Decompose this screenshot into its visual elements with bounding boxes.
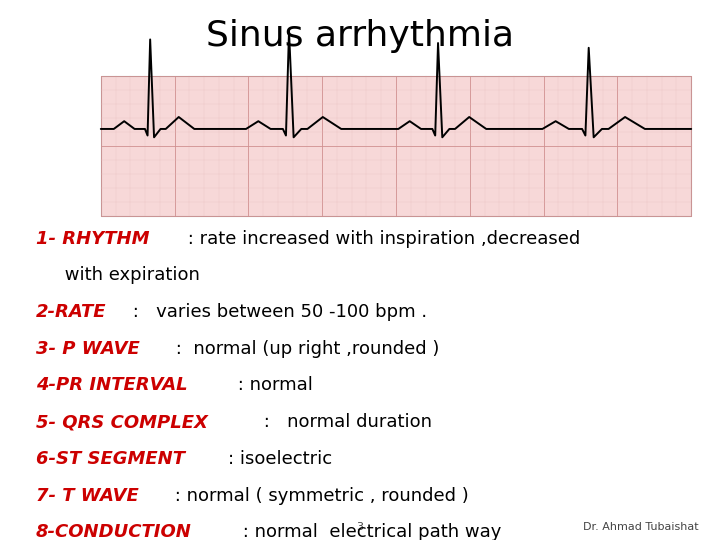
Text: 6-ST SEGMENT: 6-ST SEGMENT bbox=[36, 450, 185, 468]
Text: :   varies between 50 -100 bpm .: : varies between 50 -100 bpm . bbox=[127, 303, 427, 321]
Text: 1- RHYTHM: 1- RHYTHM bbox=[36, 230, 150, 247]
Text: : normal ( symmetric , rounded ): : normal ( symmetric , rounded ) bbox=[168, 487, 468, 504]
Text: 5- QRS COMPLEX: 5- QRS COMPLEX bbox=[36, 413, 208, 431]
Text: : isoelectric: : isoelectric bbox=[228, 450, 333, 468]
FancyBboxPatch shape bbox=[101, 76, 691, 216]
Text: :  normal (up right ,rounded ): : normal (up right ,rounded ) bbox=[170, 340, 439, 357]
Text: Dr. Ahmad Tubaishat: Dr. Ahmad Tubaishat bbox=[582, 522, 698, 532]
Text: 7- T WAVE: 7- T WAVE bbox=[36, 487, 139, 504]
Text: :   normal duration: : normal duration bbox=[258, 413, 432, 431]
Text: 3: 3 bbox=[356, 522, 364, 532]
Text: 8-CONDUCTION: 8-CONDUCTION bbox=[36, 523, 192, 540]
Text: 4-PR INTERVAL: 4-PR INTERVAL bbox=[36, 376, 188, 394]
Text: 3- P WAVE: 3- P WAVE bbox=[36, 340, 140, 357]
Text: 2-RATE: 2-RATE bbox=[36, 303, 107, 321]
Text: : normal: : normal bbox=[232, 376, 312, 394]
Text: : rate increased with inspiration ,decreased: : rate increased with inspiration ,decre… bbox=[182, 230, 581, 247]
Text: : normal  electrical path way: : normal electrical path way bbox=[237, 523, 502, 540]
Text: Sinus arrhythmia: Sinus arrhythmia bbox=[206, 19, 514, 53]
Text: with expiration: with expiration bbox=[36, 266, 200, 284]
